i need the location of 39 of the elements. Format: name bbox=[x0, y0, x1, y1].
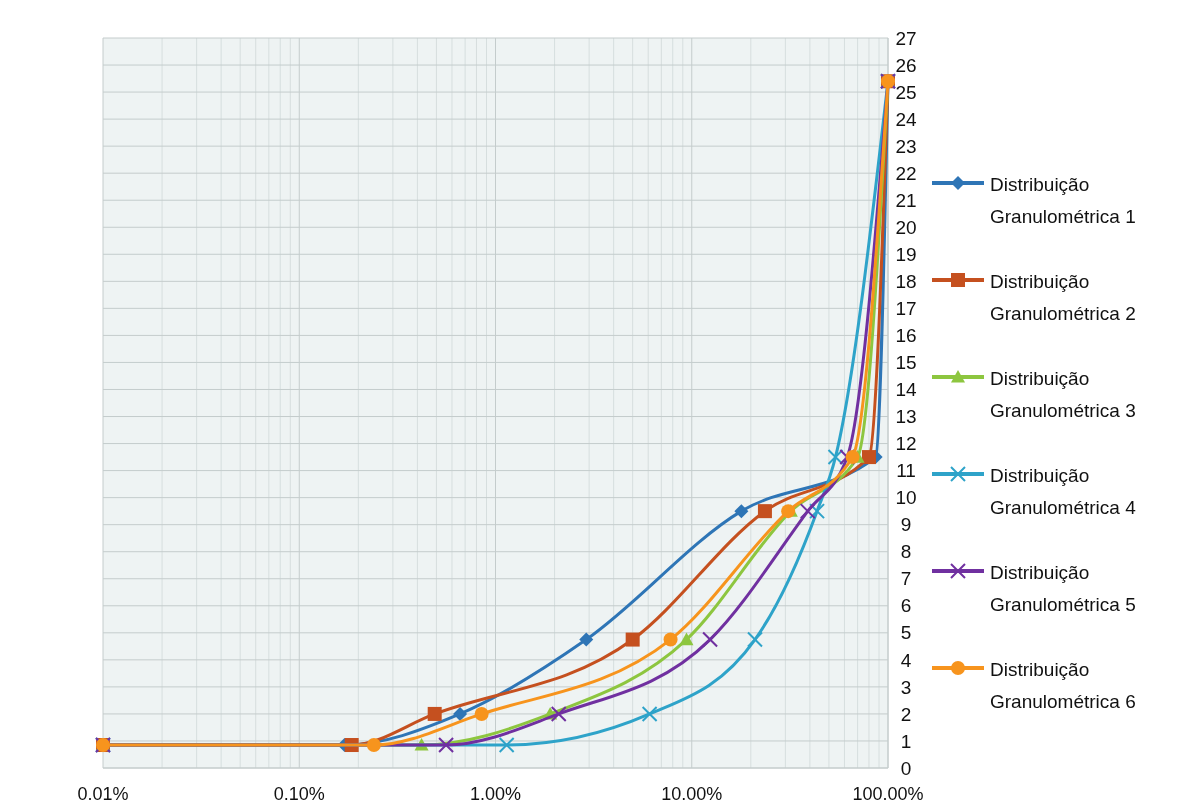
legend-label: Distribuição Granulométrica 6 bbox=[990, 659, 1136, 712]
y-tick-label: 19 bbox=[895, 243, 917, 265]
y-tick-label: 18 bbox=[895, 270, 917, 292]
y-tick-label: 17 bbox=[895, 298, 917, 320]
y-tick-label: 22 bbox=[895, 162, 917, 184]
y-tick-label: 8 bbox=[900, 541, 912, 563]
legend-label: Distribuição Granulométrica 5 bbox=[990, 562, 1136, 615]
y-tick-label: 21 bbox=[895, 189, 917, 211]
legend-label: Distribuição Granulométrica 2 bbox=[990, 271, 1136, 324]
y-tick-label: 5 bbox=[900, 622, 912, 644]
y-tick-label: 14 bbox=[895, 379, 917, 401]
y-tick-label: 26 bbox=[895, 54, 917, 76]
legend-label: Distribuição Granulométrica 3 bbox=[990, 368, 1136, 421]
y-tick-label: 13 bbox=[895, 406, 917, 428]
y-tick-label: 3 bbox=[900, 676, 912, 698]
y-tick-label: 10 bbox=[895, 487, 917, 509]
y-tick-label: 23 bbox=[895, 135, 917, 157]
y-tick-label: 6 bbox=[900, 595, 912, 617]
x-tick-label: 0.10% bbox=[273, 784, 325, 804]
y-tick-label: 11 bbox=[896, 460, 916, 482]
y-tick-label: 2 bbox=[900, 703, 912, 725]
x-tick-label: 0.01% bbox=[77, 784, 129, 804]
y-tick-label: 20 bbox=[895, 216, 917, 238]
y-tick-label: 0 bbox=[900, 757, 912, 779]
y-tick-label: 4 bbox=[900, 649, 912, 671]
x-tick-label: 10.00% bbox=[661, 784, 723, 804]
x-tick-label: 1.00% bbox=[469, 784, 522, 804]
y-tick-label: 16 bbox=[895, 325, 917, 347]
y-tick-label: 25 bbox=[895, 81, 917, 103]
y-tick-label: 9 bbox=[900, 514, 912, 536]
y-tick-label: 27 bbox=[895, 27, 917, 49]
y-tick-label: 24 bbox=[895, 108, 917, 130]
legend-label: Distribuição Granulométrica 4 bbox=[990, 465, 1137, 518]
y-tick-label: 12 bbox=[895, 433, 917, 455]
x-tick-label: 100.00% bbox=[852, 784, 924, 804]
y-tick-label: 1 bbox=[900, 730, 912, 752]
y-tick-label: 7 bbox=[900, 568, 912, 590]
y-tick-label: 15 bbox=[895, 352, 917, 374]
legend-label: Distribuição Granulométrica 1 bbox=[990, 174, 1136, 227]
